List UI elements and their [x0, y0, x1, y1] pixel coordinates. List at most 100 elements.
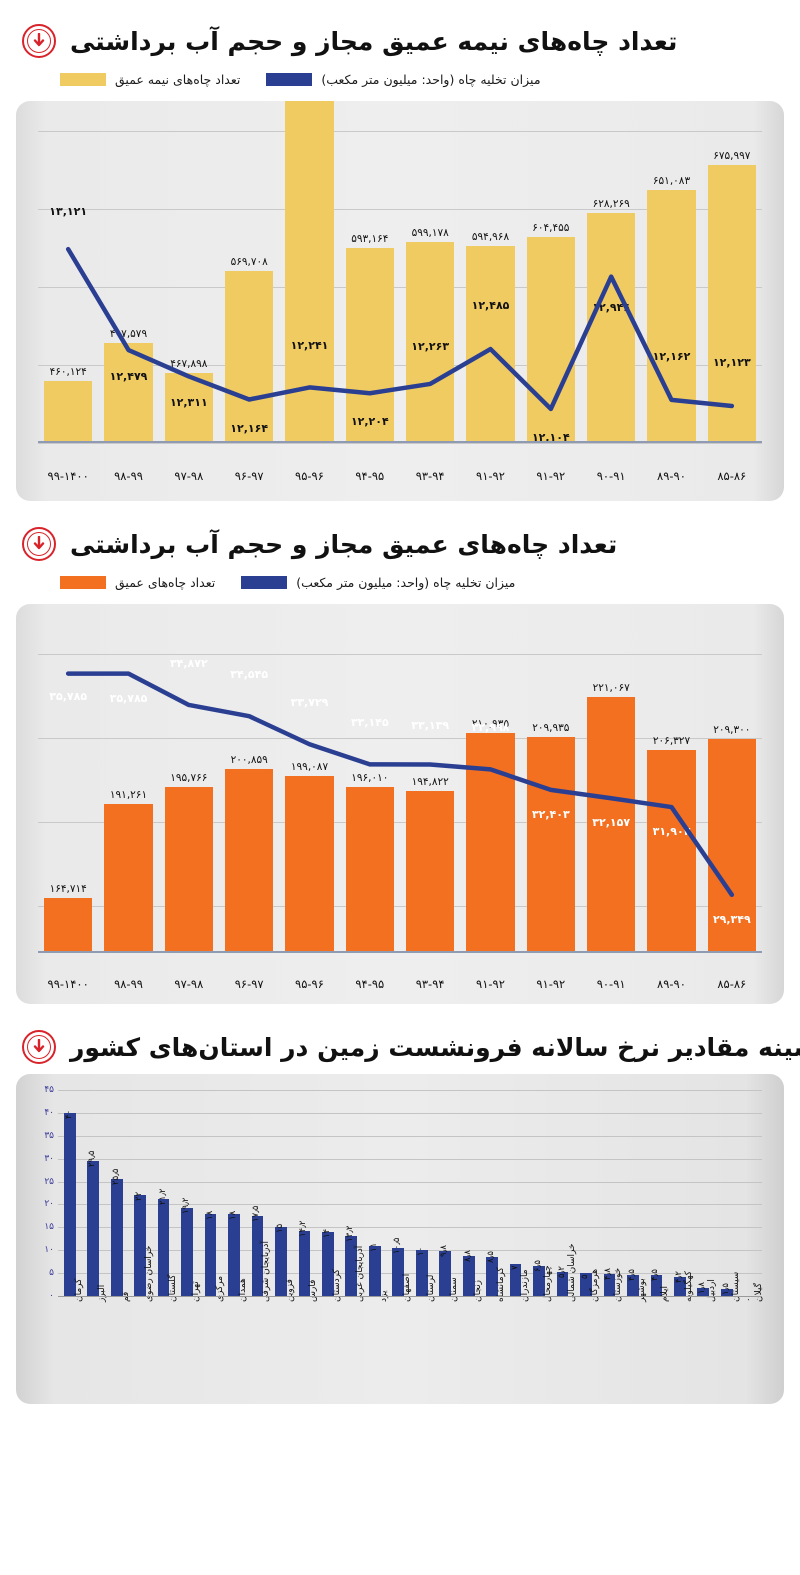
bar-value-label: ۱۴ — [321, 1228, 332, 1238]
gridline — [38, 443, 762, 444]
bar — [697, 1287, 710, 1296]
x-axis-tick-label: تهران — [191, 1281, 202, 1302]
bar — [533, 1266, 545, 1296]
bar-value-label: ۱۶۴,۷۱۴ — [49, 883, 87, 896]
bar — [164, 787, 213, 951]
gridline — [38, 209, 762, 210]
down-arrow-icon — [22, 24, 56, 58]
bar-value-label: ۲۱۰,۹۳۵ — [471, 718, 510, 731]
x-axis-tick-label: همدان — [238, 1278, 248, 1302]
x-axis-tick-label: مازندران — [519, 1269, 530, 1302]
bar — [707, 739, 756, 951]
bar — [406, 241, 455, 441]
line-value-label: ۳۳,۱۴۵ — [350, 716, 389, 730]
bar-value-label: ۸٫۸ — [462, 1249, 473, 1262]
legend-swatch-icon — [60, 576, 106, 589]
bar-value-label: ۱۵ — [274, 1224, 285, 1234]
bar-value-label: ۶۰۴,۴۵۵ — [532, 221, 570, 234]
line-value-label: ۱۲,۱۶۲ — [652, 349, 691, 363]
x-axis-tick-label: آذربایجان شرقی — [261, 1241, 272, 1302]
x-axis-tick-label: خراسان شمالی — [566, 1243, 577, 1302]
y-axis-tick-label: ۳۵ — [44, 1130, 54, 1141]
bar-value-label: ۱۸ — [228, 1210, 238, 1220]
gridline — [58, 1204, 762, 1206]
y-axis-tick-label: ۲۰ — [44, 1199, 54, 1210]
y-axis-tick-label: ۴۰ — [44, 1107, 54, 1118]
bar-value-label: ۲۲ — [134, 1192, 145, 1202]
page-title-1: تعداد چاه‌های نیمه عمیق مجاز و حجم آب بر… — [70, 26, 678, 56]
bar-value-label: ۲۵٫۵ — [110, 1168, 121, 1186]
gridline — [38, 365, 762, 366]
bar-value-label: ۵۹۳,۱۶۴ — [351, 232, 389, 245]
x-axis-tick-label: اردبیل — [707, 1279, 718, 1302]
y-axis-tick-label: ۵ — [49, 1268, 54, 1279]
bar-value-label: ۱۹۹,۰۸۷ — [290, 760, 329, 773]
bar — [392, 1247, 405, 1296]
line-value-label: ۱۲,۲۶۳ — [411, 339, 450, 353]
bar — [63, 1112, 76, 1296]
chart-panel-2: ۱۶۴,۷۱۴ ۳۵,۷۸۵ ۱۹۱,۲۶۱ ۳۵,۷۸۵ ۱۹۵,۷۶۶ ۳۴,۸۷۲ ۲… — [16, 604, 784, 1004]
bar — [225, 769, 274, 951]
x-axis-tick-label: ۹۷-۹۸ — [174, 469, 204, 483]
gridline — [38, 906, 762, 907]
bar-value-label: ۸٫۵ — [486, 1251, 497, 1264]
x-axis-line — [38, 951, 762, 953]
bar-value-label: ۰ — [744, 1297, 755, 1302]
infographic-page: تعداد چاه‌های نیمه عمیق مجاز و حجم آب بر… — [0, 24, 800, 1575]
bar — [104, 343, 153, 441]
bar-value-label: ۱۰ — [415, 1247, 426, 1257]
x-axis-tick-label: ۸۵-۸۶ — [717, 469, 747, 483]
x-axis-tick-label: ۹۳-۹۴ — [415, 977, 445, 991]
x-axis-labels-2: ۹۹-۱۴۰۰ ۹۸-۹۹ ۹۷-۹۸ ۹۶-۹۷ ۹۵-۹۶ ۹۴-۹۵ ۹۳-۹۴ ۹۱-… — [16, 969, 784, 999]
bar — [406, 790, 455, 951]
bar-value-label: ۵۹۹,۱۷۸ — [411, 226, 449, 239]
trend-line — [65, 671, 735, 898]
gridline — [38, 287, 762, 288]
bar — [322, 1231, 334, 1296]
line-value-label: ۳۲,۴۰۳ — [531, 807, 570, 821]
x-axis-tick-label: سمنان — [449, 1277, 460, 1302]
section-header-2: تعداد چاه‌های عمیق مجاز و حجم آب برداشتی — [0, 527, 800, 561]
bar — [285, 101, 334, 441]
gridline — [58, 1227, 762, 1229]
x-axis-line — [58, 1296, 762, 1297]
gridline — [58, 1273, 762, 1275]
chart-panel-3: ۰۵۱۰۱۵۲۰۲۵۳۰۳۵۴۰۴۵۴۰کرمان۲۹٫۵البرز۲۵٫۵قم… — [16, 1074, 784, 1404]
bar — [345, 1235, 358, 1296]
y-axis-tick-label: ۰ — [49, 1291, 54, 1301]
bar — [526, 736, 575, 951]
bar — [275, 1227, 287, 1296]
line-value-label: ۱۲,۱۲۳ — [712, 355, 751, 369]
bar — [368, 1245, 381, 1296]
line-value-label: ۱۳,۱۲۱ — [49, 205, 88, 219]
line-value-label: ۳۱,۹۰۲ — [652, 825, 691, 839]
y-axis-tick-label: ۴۵ — [44, 1085, 54, 1095]
x-axis-tick-label: گیلان — [754, 1283, 765, 1302]
bar-value-label: ۱٫۸ — [697, 1281, 708, 1294]
bar — [486, 1257, 498, 1296]
bar-value-label: ۱۹۶,۰۱۰ — [351, 771, 389, 784]
bar — [674, 1276, 686, 1296]
line-value-label: ۳۵,۷۸۵ — [109, 691, 148, 705]
bar-value-label: ۱۴٫۲ — [298, 1220, 309, 1237]
page-title-2: تعداد چاه‌های عمیق مجاز و حجم آب برداشتی — [70, 529, 618, 559]
x-axis-tick-label: ۹۸-۹۹ — [114, 977, 143, 991]
y-axis-tick-label: ۱۵ — [44, 1222, 54, 1233]
x-axis-tick-label: لرستان — [425, 1274, 436, 1302]
line-value-label: ۳۲,۹۹۸ — [471, 721, 510, 735]
bar-value-label: ۱۹۱,۲۶۱ — [109, 788, 148, 801]
bar — [298, 1231, 311, 1296]
bar — [466, 246, 515, 441]
bar — [251, 1215, 264, 1296]
line-value-label: ۱۲,۴۸۵ — [471, 299, 510, 313]
bar — [627, 1275, 639, 1296]
bar-value-label: ۲۱٫۲ — [157, 1188, 168, 1205]
x-axis-tick-label: ۹۶-۹۷ — [234, 977, 264, 991]
gridline — [58, 1135, 762, 1137]
bar-value-label: ۵٫۲ — [556, 1266, 567, 1279]
y-axis-tick-label: ۲۵ — [44, 1176, 54, 1187]
line-value-label: ۳۵,۷۸۵ — [49, 689, 88, 703]
bar — [134, 1195, 146, 1296]
x-axis-tick-label: ۹۷-۹۸ — [174, 977, 204, 991]
bar — [603, 1274, 616, 1296]
